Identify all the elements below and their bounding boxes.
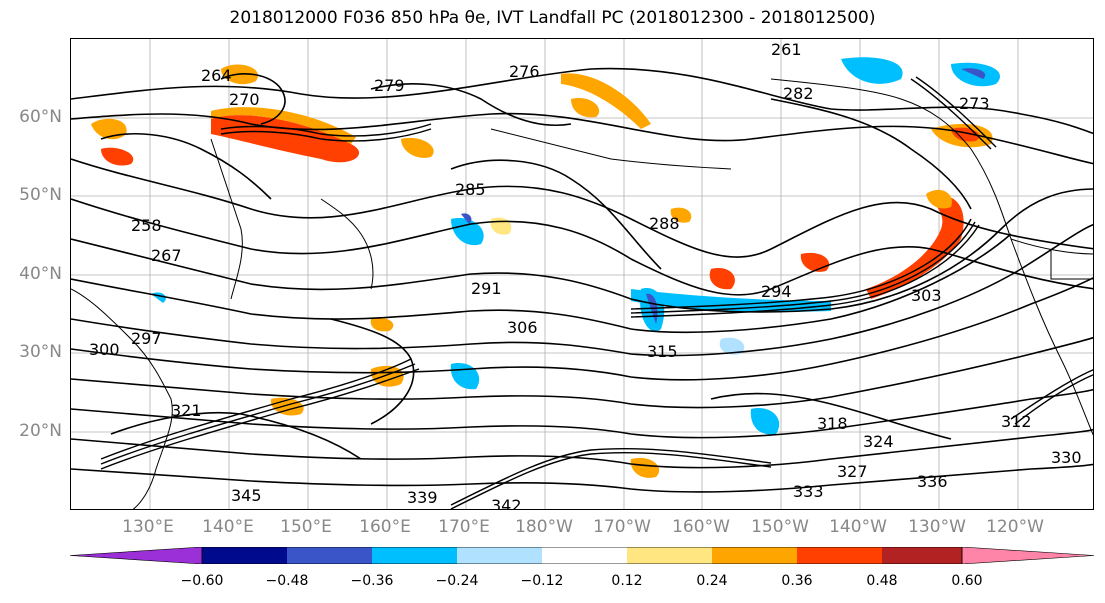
lon-label-140e: 140°E bbox=[202, 517, 254, 537]
colorbar-tick-label: 0.12 bbox=[611, 573, 643, 589]
contour-label: 282 bbox=[783, 84, 814, 103]
lon-label-170w: 170°W bbox=[593, 517, 651, 537]
contour-label: 324 bbox=[863, 432, 894, 451]
colorbar-tick-label: −0.12 bbox=[520, 573, 564, 589]
contour-label: 261 bbox=[771, 40, 802, 59]
contour-label: 273 bbox=[959, 94, 990, 113]
lat-label-60n: 60°N bbox=[19, 107, 62, 127]
colorbar-segment bbox=[712, 547, 797, 564]
contour-label: 264 bbox=[201, 66, 232, 85]
lon-label-160w: 160°W bbox=[672, 517, 730, 537]
contour-label: 336 bbox=[917, 472, 948, 491]
contour-bundle bbox=[100, 76, 1093, 509]
colorbar-extend-right bbox=[961, 547, 1094, 564]
lon-label-140w: 140°W bbox=[829, 517, 887, 537]
contour-label: 285 bbox=[455, 180, 486, 199]
lon-label-180w: 180°W bbox=[515, 517, 573, 537]
colorbar-segment bbox=[457, 547, 542, 564]
contour-label: 270 bbox=[229, 90, 260, 109]
contour-label: 321 bbox=[171, 401, 202, 420]
contour-label: 303 bbox=[911, 286, 942, 305]
lon-label-150e: 150°E bbox=[280, 517, 332, 537]
lon-label-130e: 130°E bbox=[122, 517, 174, 537]
colorbar-segment bbox=[542, 547, 627, 564]
lat-label-50n: 50°N bbox=[19, 185, 62, 205]
lon-label-160e: 160°E bbox=[359, 517, 411, 537]
contour-label: 300 bbox=[89, 340, 120, 359]
contour-label: 312 bbox=[1001, 412, 1032, 431]
colorbar-segment bbox=[627, 547, 712, 564]
lon-label-130w: 130°W bbox=[908, 517, 966, 537]
contour-label: 339 bbox=[407, 488, 438, 507]
lat-label-20n: 20°N bbox=[19, 421, 62, 441]
colorbar-tick-label: −0.60 bbox=[180, 573, 224, 589]
contour-label: 327 bbox=[837, 462, 868, 481]
colorbar-tick-label: −0.48 bbox=[265, 573, 309, 589]
colorbar-segment bbox=[797, 547, 882, 564]
contour-label: 258 bbox=[131, 216, 162, 235]
graticule bbox=[71, 39, 1093, 509]
contour-label: 306 bbox=[507, 318, 538, 337]
contour-value-labels: 276 279 273 285 288 291 294 297 300 303 … bbox=[89, 40, 1082, 510]
contour-label: 342 bbox=[491, 496, 522, 510]
colorbar-tick-label: −0.24 bbox=[435, 573, 479, 589]
contour-label: 330 bbox=[1051, 448, 1082, 467]
theta-e-contours bbox=[71, 67, 1093, 493]
contour-label: 315 bbox=[647, 342, 678, 361]
contour-label: 297 bbox=[131, 329, 162, 348]
contour-label: 288 bbox=[649, 214, 680, 233]
colorbar-extend-left bbox=[70, 547, 203, 564]
colorbar-segment bbox=[202, 547, 287, 564]
colorbar-tick-label: 0.48 bbox=[866, 573, 898, 589]
lon-label-170e: 170°E bbox=[438, 517, 490, 537]
lat-label-40n: 40°N bbox=[19, 264, 62, 284]
colorbar-tick-label: 0.24 bbox=[696, 573, 728, 589]
colorbar-segment bbox=[882, 547, 962, 564]
colorbar-tick-label: 0.60 bbox=[951, 573, 983, 589]
colorbar bbox=[70, 547, 1094, 564]
colorbar-segment bbox=[287, 547, 372, 564]
contour-label: 279 bbox=[374, 76, 405, 95]
colorbar-frame bbox=[201, 547, 963, 564]
map-canvas: 276 279 273 285 288 291 294 297 300 303 … bbox=[71, 39, 1093, 510]
coastlines bbox=[71, 78, 1093, 509]
colorbar-segment bbox=[372, 547, 457, 564]
contour-label: 291 bbox=[471, 279, 502, 298]
figure-title: 2018012000 F036 850 hPa θe, IVT Landfall… bbox=[229, 8, 876, 28]
colorbar-tick-label: 0.36 bbox=[781, 573, 813, 589]
lon-label-150w: 150°W bbox=[751, 517, 809, 537]
contour-label: 276 bbox=[509, 62, 540, 81]
map-panel: 276 279 273 285 288 291 294 297 300 303 … bbox=[70, 38, 1094, 510]
lat-label-30n: 30°N bbox=[19, 342, 62, 362]
contour-label: 294 bbox=[761, 282, 792, 301]
contour-label: 267 bbox=[151, 246, 182, 265]
pc-shading bbox=[91, 57, 1000, 478]
contour-label: 333 bbox=[793, 482, 824, 501]
colorbar-tick-label: −0.36 bbox=[350, 573, 394, 589]
contour-label: 318 bbox=[817, 414, 848, 433]
lon-label-120w: 120°W bbox=[986, 517, 1044, 537]
contour-label: 345 bbox=[231, 486, 262, 505]
